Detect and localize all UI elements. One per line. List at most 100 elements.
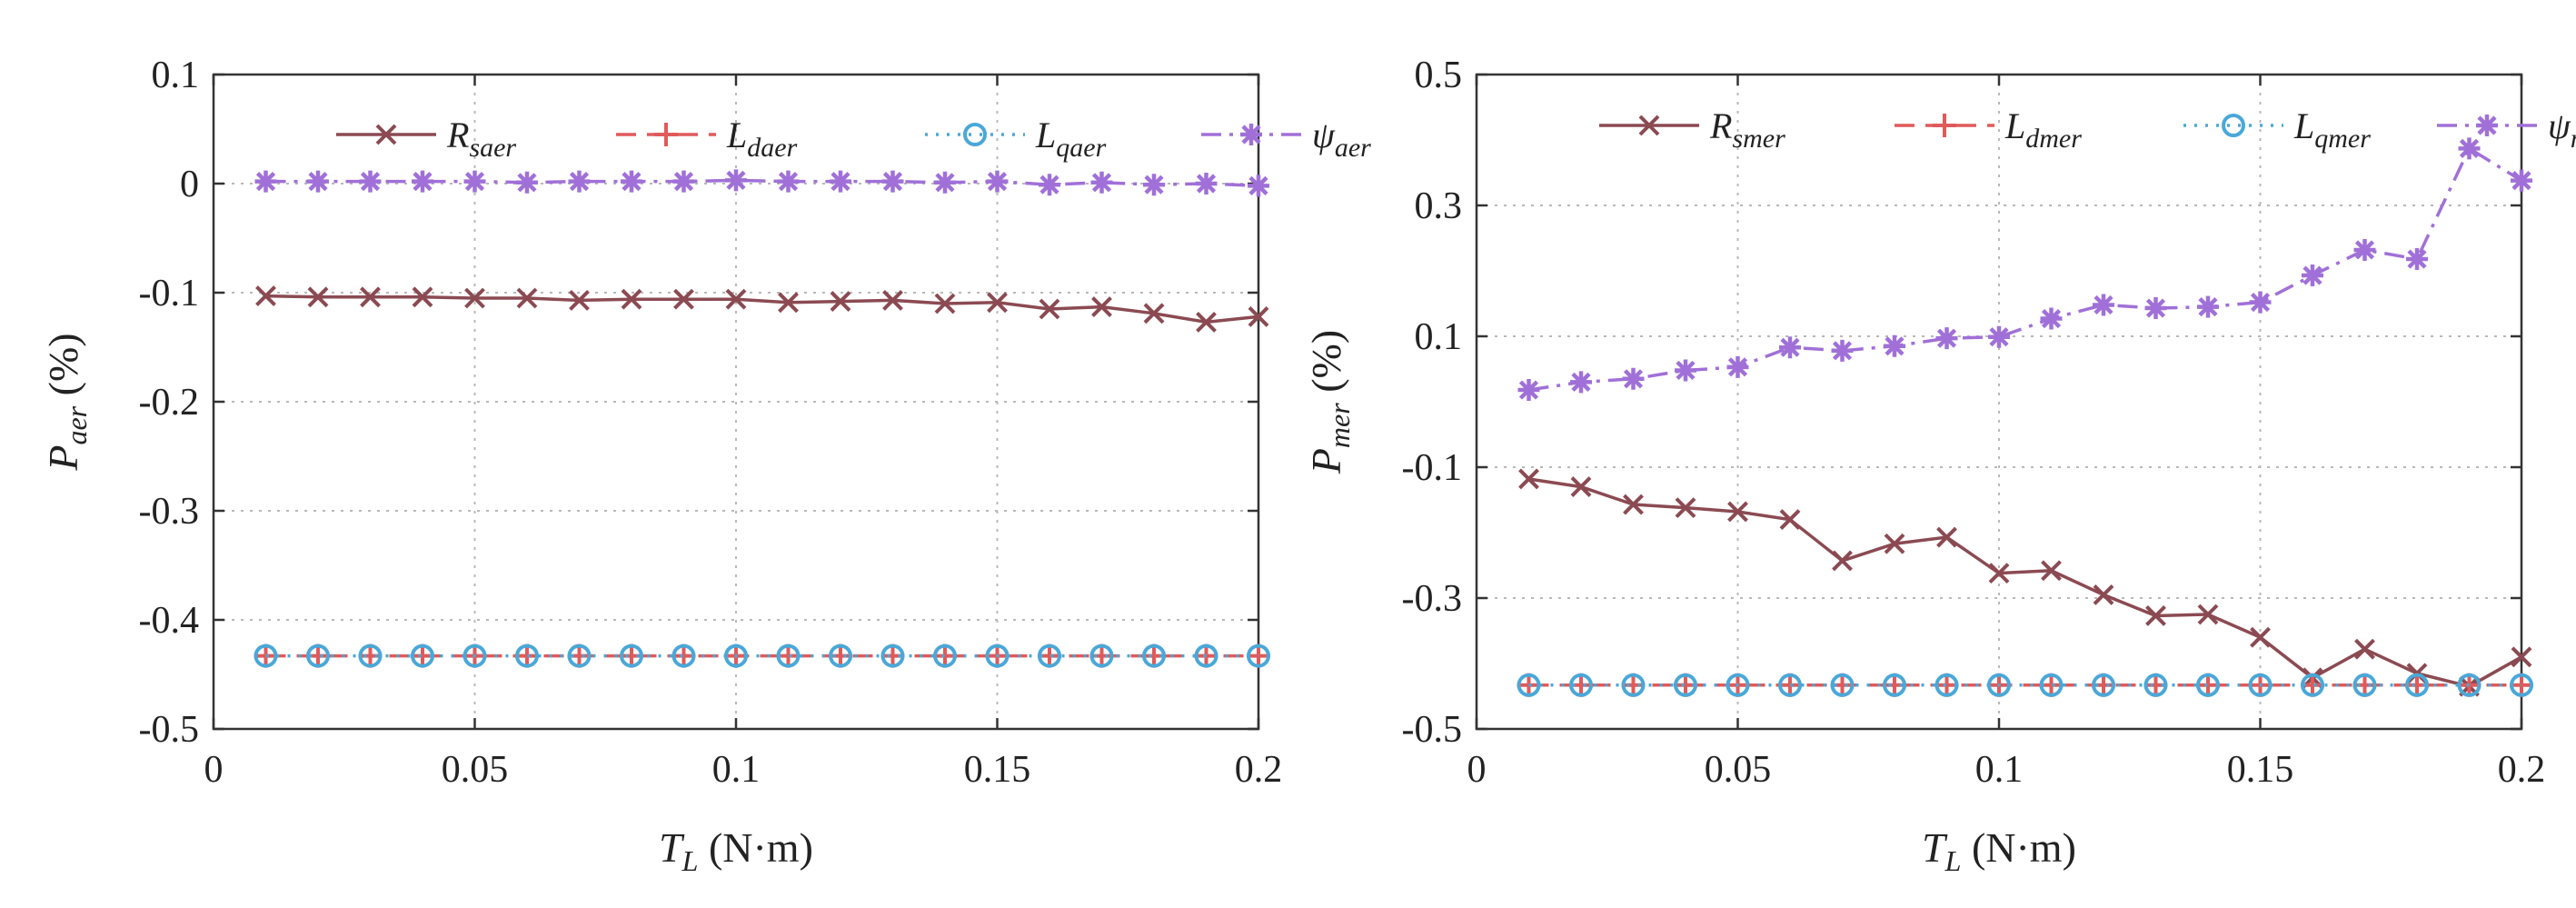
data-point bbox=[1726, 355, 1749, 378]
series-line bbox=[1528, 145, 2522, 392]
data-point bbox=[1089, 644, 1114, 668]
data-point bbox=[2041, 560, 2062, 582]
data-point bbox=[2144, 297, 2167, 320]
data-point bbox=[1936, 526, 1957, 548]
data-point bbox=[620, 644, 643, 668]
legend: Rsaer Ldaer Lqaer ψaer bbox=[336, 115, 1371, 163]
data-point bbox=[986, 170, 1009, 193]
data-point bbox=[2352, 673, 2377, 697]
data-point bbox=[1518, 468, 1539, 490]
y-tick-label: -0.5 bbox=[1402, 709, 1463, 751]
data-point bbox=[568, 170, 591, 193]
series-L_qmer bbox=[1517, 673, 2533, 697]
data-point bbox=[1779, 336, 1801, 359]
legend: Rsmer Ldmer Lqmer ψmer bbox=[1599, 105, 2576, 154]
y-tick-label: 0.5 bbox=[1415, 55, 1463, 96]
data-point bbox=[2511, 646, 2532, 668]
data-point bbox=[985, 644, 1010, 668]
x-tick-label: 0.05 bbox=[442, 749, 509, 791]
legend-marker bbox=[654, 123, 678, 146]
data-point bbox=[1779, 509, 1801, 531]
y-tick-label: -0.3 bbox=[1402, 578, 1463, 620]
data-point bbox=[2353, 238, 2376, 261]
data-point bbox=[2197, 295, 2219, 318]
data-point bbox=[1039, 298, 1060, 320]
series-line bbox=[265, 294, 1259, 324]
data-point bbox=[412, 170, 433, 193]
data-point bbox=[2301, 673, 2324, 697]
x-tick-label: 0 bbox=[204, 749, 224, 791]
data-point bbox=[2457, 673, 2482, 697]
data-point bbox=[830, 291, 851, 313]
data-point bbox=[933, 644, 957, 668]
x-tick-label: 0 bbox=[1467, 749, 1487, 791]
y-tick-label: -0.2 bbox=[139, 382, 200, 424]
data-point bbox=[412, 286, 433, 308]
data-point bbox=[567, 644, 592, 668]
legend-item: Lqmer bbox=[2183, 105, 2371, 154]
data-point bbox=[1883, 673, 1906, 697]
data-point bbox=[1830, 673, 1855, 697]
y-tick-label: 0 bbox=[180, 164, 199, 205]
legend-label: Ldaer bbox=[726, 115, 798, 163]
data-point bbox=[2352, 673, 2377, 697]
data-point bbox=[2092, 673, 2115, 697]
data-point bbox=[880, 644, 905, 668]
data-point bbox=[987, 292, 1008, 314]
y-axis-label: Paer (%) bbox=[40, 333, 93, 471]
legend-item: ψmer bbox=[2437, 105, 2576, 154]
y-axis-label: Pmer (%) bbox=[1303, 330, 1356, 474]
x-tick-label: 0.15 bbox=[964, 749, 1031, 791]
data-point bbox=[1570, 371, 1592, 394]
data-point bbox=[1143, 303, 1165, 324]
data-point bbox=[2093, 294, 2114, 316]
grid bbox=[1477, 75, 2521, 729]
data-point bbox=[934, 293, 956, 314]
data-point bbox=[1039, 174, 1060, 196]
data-point bbox=[359, 170, 382, 193]
x-axis-label: TL (N·m) bbox=[659, 824, 813, 877]
legend-label: ψmer bbox=[2548, 105, 2576, 154]
legend-label: Ldmer bbox=[2004, 105, 2082, 154]
legend-marker bbox=[963, 123, 987, 146]
legend-label: Lqaer bbox=[1035, 115, 1107, 163]
data-point bbox=[1778, 673, 1802, 697]
data-point bbox=[463, 170, 486, 193]
data-point bbox=[2143, 673, 2168, 697]
data-point bbox=[2511, 169, 2532, 192]
data-point bbox=[2249, 291, 2272, 314]
y-tick-label: -0.3 bbox=[139, 491, 200, 533]
data-point bbox=[1988, 325, 2010, 348]
data-point bbox=[2510, 673, 2533, 697]
data-point bbox=[462, 644, 487, 668]
data-point bbox=[2248, 673, 2273, 697]
data-point bbox=[2040, 307, 2063, 330]
data-point bbox=[620, 644, 643, 668]
data-point bbox=[673, 288, 694, 310]
legend-marker bbox=[1240, 124, 1262, 145]
series-psi_aer bbox=[254, 169, 1269, 197]
legend-label: Rsmer bbox=[1709, 105, 1785, 154]
data-point bbox=[725, 169, 747, 192]
legend-item: Rsmer bbox=[1599, 105, 1785, 154]
data-point bbox=[1884, 334, 1905, 357]
data-point bbox=[829, 644, 852, 668]
x-tick-label: 0.2 bbox=[1235, 749, 1283, 791]
data-point bbox=[725, 288, 747, 310]
chart-panel-2: 0 0.05 0.1 0.15 0.2 0.5 0.3 0.1 -0.1 -0.3 -0.5 TL (… bbox=[1303, 55, 2576, 877]
data-point bbox=[1194, 644, 1218, 668]
data-point bbox=[1247, 644, 1270, 668]
data-point bbox=[307, 286, 329, 308]
data-point bbox=[1621, 673, 1646, 697]
series-R_smer bbox=[1518, 468, 2532, 697]
x-tick-label: 0.05 bbox=[1705, 749, 1772, 791]
y-tick-label: -0.1 bbox=[139, 273, 200, 314]
data-point bbox=[829, 644, 852, 668]
legend-item: Lqaer bbox=[925, 115, 1107, 163]
data-point bbox=[621, 170, 642, 193]
y-tick-label: -0.4 bbox=[139, 600, 200, 642]
data-point bbox=[2039, 673, 2064, 697]
data-point bbox=[1517, 379, 1540, 402]
legend-item: Rsaer bbox=[336, 115, 516, 163]
data-point bbox=[358, 644, 383, 668]
